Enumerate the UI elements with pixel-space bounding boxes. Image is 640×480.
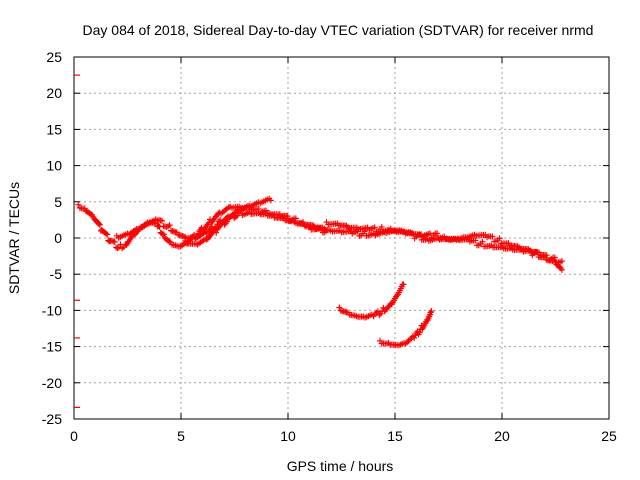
data-point [558,258,565,265]
chart-title: Day 084 of 2018, Sidereal Day-to-day VTE… [83,22,594,38]
x-tick-label: 5 [177,428,185,444]
data-point [400,281,407,288]
data-point [416,329,423,336]
y-tick-label: 0 [54,230,62,246]
x-tick-label: 20 [494,428,510,444]
data-point [292,215,299,222]
y-tick-label: 20 [46,85,62,101]
x-tick-label: 25 [601,428,617,444]
data-point [479,238,486,245]
data-point [472,237,479,244]
data-point [434,230,441,237]
data-point [159,217,166,224]
y-tick-label: -5 [50,266,63,282]
data-point [237,207,244,214]
x-tick-label: 10 [280,428,296,444]
data-point [489,233,496,240]
y-tick-label: 25 [46,49,62,65]
data-point [371,224,378,231]
y-tick-label: 15 [46,121,62,137]
data-point [336,304,343,311]
data-point [284,213,291,220]
data-point [496,235,503,242]
y-tick-label: -10 [42,302,62,318]
data-point [156,223,163,230]
y-tick-label: 10 [46,158,62,174]
data-point [411,334,418,341]
data-point [160,231,167,238]
y-tick-label: -15 [42,339,62,355]
x-tick-labels: 0 5 10 15 20 25 [70,428,617,444]
y-tick-labels: -25 -20 -15 -10 -5 0 5 10 15 20 25 [42,49,62,427]
data-point [166,238,173,245]
data-point [229,211,236,218]
data-point [267,197,274,204]
y-tick-label: 5 [54,194,62,210]
y-tick-label: -20 [42,375,62,391]
data-point [213,229,220,236]
data-point [75,201,82,208]
data-point [155,222,162,229]
grid-lines [74,57,609,419]
y-axis-label: SDTVAR / TECUs [6,182,22,294]
axis-ticks [73,56,610,420]
data-point [426,230,433,237]
data-point [551,254,558,261]
data-point [103,230,110,237]
data-point [558,266,565,273]
data-point [104,231,111,238]
data-point [166,222,173,229]
data-points [74,74,565,409]
x-tick-label: 15 [387,428,403,444]
data-point [543,252,550,259]
data-point [111,238,118,245]
data-point [378,223,385,230]
data-point [428,308,435,315]
data-point [95,220,102,227]
data-point [96,221,103,228]
x-tick-label: 0 [70,428,78,444]
x-axis-label: GPS time / hours [287,458,394,474]
y-tick-label: -25 [42,411,62,427]
